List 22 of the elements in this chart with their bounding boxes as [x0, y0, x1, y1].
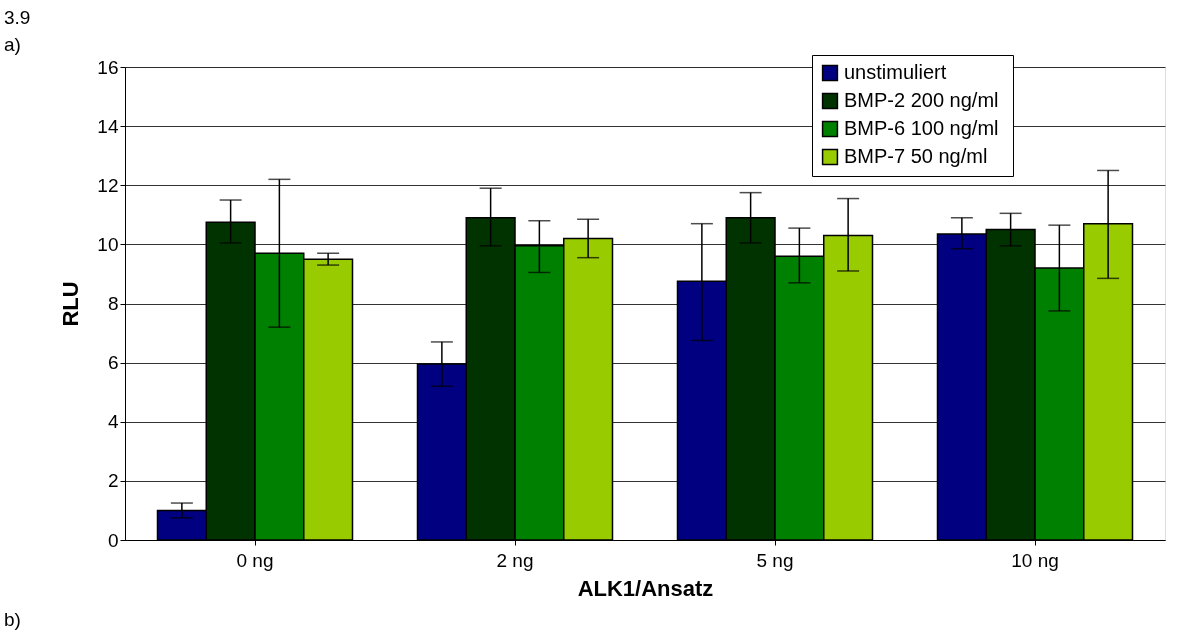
- x-tick-label: 2 ng: [496, 549, 534, 571]
- y-tick-label: 6: [107, 352, 119, 374]
- text: b): [4, 609, 21, 630]
- y-tick-label: 0: [107, 529, 119, 551]
- y-axis-title: RLU: [58, 281, 84, 327]
- text: 3.9: [4, 7, 31, 28]
- y-tick-label: 2: [107, 470, 119, 492]
- x-axis-title: ALK1/Ansatz: [577, 575, 714, 601]
- y-tick-label: 8: [107, 293, 119, 314]
- legend-label: BMP-6 100 ng/ml: [844, 117, 999, 139]
- x-tick-label: 0 ng: [236, 549, 274, 571]
- legend-label: BMP-2 200 ng/ml: [844, 89, 999, 111]
- y-tick-label: 10: [97, 233, 119, 255]
- text: a): [4, 34, 21, 55]
- x-tick-label: 5 ng: [756, 549, 794, 571]
- x-tick-label: 10 ng: [1011, 549, 1059, 571]
- y-tick-label: 16: [97, 56, 119, 78]
- y-tick-label: 12: [97, 174, 119, 196]
- legend-label: unstimuliert: [844, 61, 947, 83]
- legend-label: BMP-7 50 ng/ml: [844, 145, 988, 167]
- y-tick-label: 4: [107, 411, 119, 433]
- y-tick-label: 14: [97, 115, 119, 137]
